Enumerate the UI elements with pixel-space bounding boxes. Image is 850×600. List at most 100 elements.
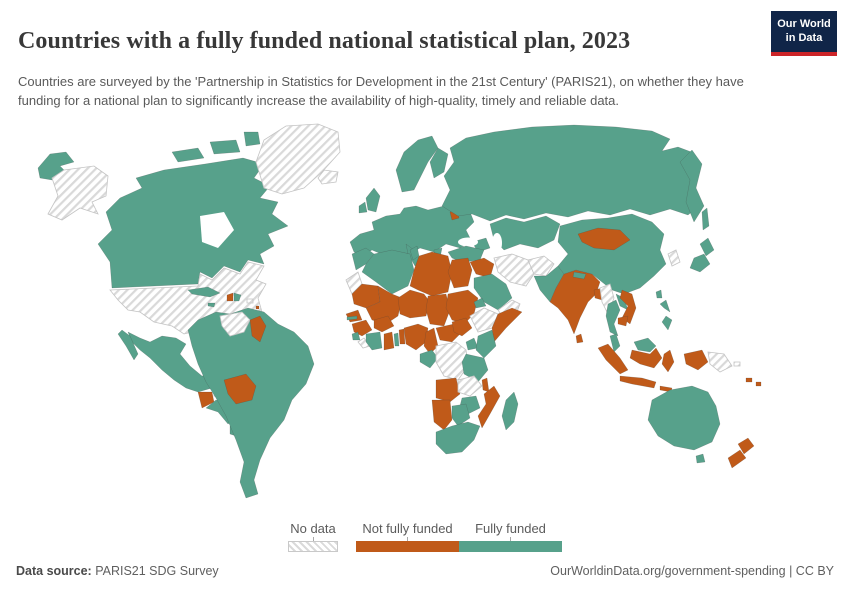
country-cuba[interactable] (187, 286, 221, 298)
country-niger[interactable] (397, 289, 431, 319)
world-map (0, 113, 850, 515)
country-sumatra[interactable] (597, 343, 629, 375)
country-japan-main[interactable] (689, 253, 711, 273)
country-java[interactable] (619, 375, 657, 389)
country-kamchatka[interactable] (679, 149, 705, 223)
country-libya[interactable] (409, 251, 453, 297)
country-borneo-malaysia[interactable] (633, 337, 657, 353)
country-malawi[interactable] (481, 377, 490, 393)
country-somalia[interactable] (491, 307, 523, 343)
country-bolivia[interactable] (223, 373, 257, 405)
country-angola[interactable] (435, 377, 461, 403)
country-sakhalin[interactable] (701, 207, 710, 231)
country-solomon-islands[interactable] (733, 361, 741, 367)
country-senegal[interactable] (345, 309, 363, 323)
country-thailand[interactable] (605, 299, 621, 337)
legend-not-fully-funded-swatch[interactable] (356, 541, 459, 552)
country-alaska[interactable] (47, 165, 109, 221)
country-madagascar[interactable] (501, 391, 519, 431)
legend-no-data-swatch[interactable] (288, 541, 338, 552)
country-greenland[interactable] (255, 123, 341, 195)
country-mozambique[interactable] (477, 385, 501, 429)
country-canada[interactable] (97, 157, 289, 289)
map-legend: No data Not fully funded Fully funded (0, 516, 850, 552)
country-arctic-island-2[interactable] (209, 139, 241, 155)
country-botswana[interactable] (451, 403, 471, 427)
footer-attribution: OurWorldinData.org/government-spending |… (550, 564, 834, 578)
country-norway-sweden[interactable] (395, 135, 439, 193)
country-iceland[interactable] (317, 169, 339, 185)
country-togo[interactable] (393, 332, 400, 347)
country-caribbean-island-1[interactable] (255, 305, 260, 310)
country-cambodia[interactable] (617, 315, 629, 327)
owid-logo[interactable]: Our World in Data (771, 11, 837, 56)
country-taiwan[interactable] (655, 289, 663, 299)
legend-fully-funded-swatch[interactable] (459, 541, 562, 552)
country-japan-north[interactable] (699, 237, 715, 257)
country-tasmania[interactable] (695, 453, 706, 464)
chart-footer: Data source: PARIS21 SDG Survey OurWorld… (16, 564, 834, 578)
country-iran[interactable] (493, 253, 535, 287)
country-guinea[interactable] (351, 319, 373, 337)
country-namibia[interactable] (431, 399, 453, 431)
country-syria-iraq[interactable] (469, 257, 495, 279)
country-papua-indonesia[interactable] (683, 349, 709, 371)
country-mongolia[interactable] (577, 227, 631, 251)
country-sudan[interactable] (445, 289, 479, 325)
license-label[interactable]: CC BY (795, 564, 834, 578)
chart-title: Countries with a fully funded national s… (18, 28, 631, 55)
country-philippines-mindanao[interactable] (661, 315, 673, 331)
country-haiti[interactable] (226, 292, 234, 302)
country-algeria[interactable] (361, 249, 415, 295)
country-afghanistan[interactable] (527, 255, 555, 277)
country-south-america-main[interactable] (187, 307, 315, 499)
legend-tick (510, 537, 511, 541)
country-south-africa[interactable] (435, 421, 481, 455)
country-nepal[interactable] (572, 271, 587, 280)
country-new-zealand-south[interactable] (727, 449, 747, 469)
country-gambia[interactable] (346, 315, 358, 321)
country-zambia[interactable] (457, 375, 483, 397)
country-malaysia-peninsula[interactable] (609, 333, 621, 353)
country-russia[interactable] (441, 124, 701, 222)
country-papua-new-guinea[interactable] (707, 351, 733, 373)
country-arctic-island-1[interactable] (171, 147, 205, 163)
country-ireland[interactable] (358, 201, 368, 214)
legend-tick (407, 537, 408, 541)
country-jamaica[interactable] (207, 302, 216, 308)
country-benin[interactable] (398, 328, 406, 345)
country-arctic-island-3[interactable] (243, 131, 261, 147)
country-dominican-republic[interactable] (233, 292, 242, 302)
country-kenya[interactable] (475, 329, 497, 359)
country-burkina-faso[interactable] (373, 315, 395, 333)
country-korea[interactable] (667, 249, 681, 267)
country-sierra-leone[interactable] (351, 331, 361, 341)
country-puerto-rico[interactable] (246, 298, 254, 304)
country-cameroon[interactable] (423, 327, 439, 355)
country-venezuela[interactable] (219, 311, 251, 337)
owid-logo-line2: in Data (785, 31, 823, 44)
country-sulawesi[interactable] (661, 349, 675, 373)
country-fiji[interactable] (745, 377, 753, 383)
country-new-zealand-north[interactable] (737, 437, 755, 455)
country-egypt[interactable] (447, 257, 473, 289)
country-finland[interactable] (429, 147, 449, 179)
country-ghana[interactable] (383, 331, 395, 351)
country-drc[interactable] (435, 341, 469, 381)
country-vanuatu[interactable] (755, 381, 762, 387)
owid-link[interactable]: OurWorldinData.org/government-spending (550, 564, 786, 578)
country-chad[interactable] (425, 293, 451, 327)
country-borneo-indonesia[interactable] (629, 347, 663, 369)
owid-logo-line1: Our World (777, 18, 831, 30)
country-philippines-luzon[interactable] (659, 299, 671, 313)
country-gabon-congo[interactable] (419, 349, 439, 369)
legend-not-fully-funded-label: Not fully funded (356, 521, 459, 541)
country-australia[interactable] (647, 385, 721, 451)
country-uk[interactable] (365, 187, 381, 213)
country-eritrea[interactable] (473, 297, 487, 309)
country-sri-lanka[interactable] (575, 333, 584, 344)
country-guyana[interactable] (249, 315, 267, 343)
country-south-sudan[interactable] (451, 317, 473, 337)
country-ivory-coast[interactable] (365, 331, 383, 351)
country-baja-california[interactable] (117, 329, 139, 361)
